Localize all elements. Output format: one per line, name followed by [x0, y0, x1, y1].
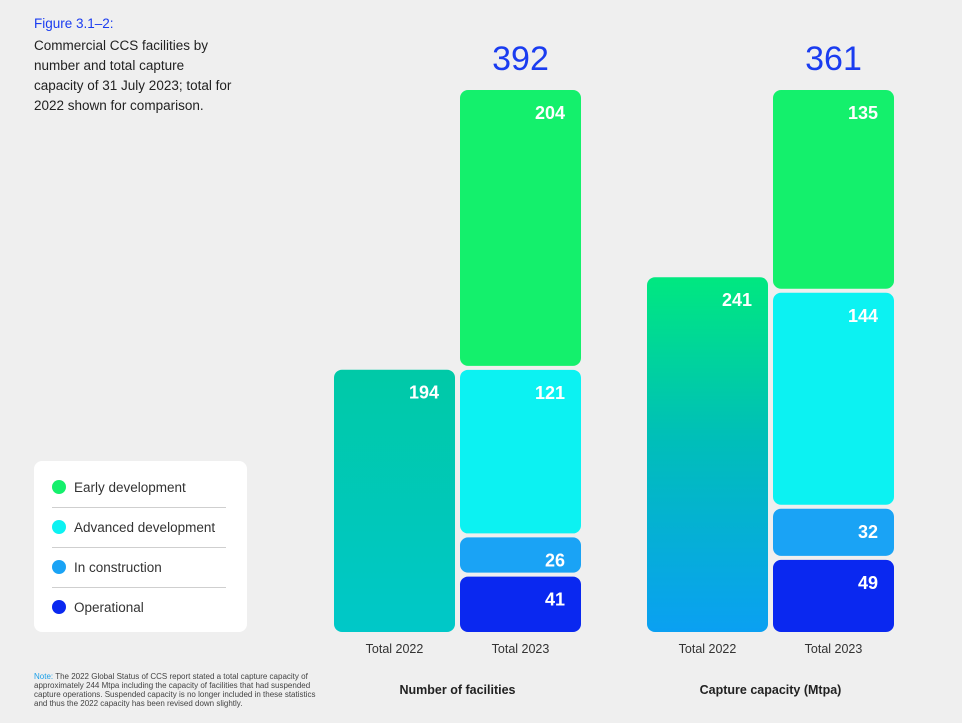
bar-segment-operational [773, 559, 894, 632]
legend-label: Operational [74, 599, 144, 615]
legend-item-in-construction: In construction [52, 547, 226, 588]
x-tick-label: Total 2023 [492, 642, 550, 656]
legend-item-early-development: Early development [52, 467, 226, 508]
data-label-total-2022: 194 [409, 383, 439, 403]
data-label-operational: 41 [545, 590, 565, 610]
early-development-dot-icon [52, 480, 66, 494]
legend: Early development Advanced development I… [34, 461, 247, 632]
legend-label: Early development [74, 479, 186, 495]
bar-segment-early-development [773, 90, 894, 289]
operational-dot-icon [52, 600, 66, 614]
bar-total-2022 [647, 277, 768, 632]
data-label-total-2022: 241 [722, 290, 752, 310]
data-label-operational: 49 [858, 573, 878, 593]
in-construction-dot-icon [52, 560, 66, 574]
x-tick-label: Total 2022 [679, 642, 737, 656]
bar-segment-advanced-development [773, 292, 894, 505]
bar-segment-advanced-development [460, 369, 581, 534]
bar-total-2022 [334, 369, 455, 632]
note: Note: The 2022 Global Status of CCS repo… [34, 672, 324, 708]
figure-caption: Commercial CCS facilities by number and … [34, 38, 232, 113]
bar-segment-early-development [460, 90, 581, 366]
group-label-number-of-facilities: Number of facilities [400, 683, 516, 697]
note-label: Note: [34, 672, 54, 681]
legend-label: Advanced development [74, 519, 216, 535]
group-label-capture-capacity-mtpa-: Capture capacity (Mtpa) [700, 683, 842, 697]
advanced-development-dot-icon [52, 520, 66, 534]
bar-segment-in-construction [460, 537, 581, 573]
legend-item-advanced-development: Advanced development [52, 507, 226, 548]
x-tick-label: Total 2022 [366, 642, 424, 656]
total-2023-label: 361 [805, 40, 862, 78]
data-label-in-construction: 32 [858, 522, 878, 542]
data-label-advanced-development: 121 [535, 383, 565, 403]
data-label-in-construction: 26 [545, 550, 565, 570]
data-label-early-development: 135 [848, 103, 878, 123]
bar-segment-operational [460, 576, 581, 632]
data-label-early-development: 204 [535, 103, 565, 123]
figure-label: Figure 3.1–2: [34, 16, 114, 31]
bar-segment-in-construction [773, 508, 894, 556]
x-tick-label: Total 2023 [805, 642, 863, 656]
legend-label: In construction [74, 559, 162, 575]
data-label-advanced-development: 144 [848, 306, 878, 326]
total-2023-label: 392 [492, 40, 549, 78]
legend-item-operational: Operational [52, 587, 226, 627]
note-text: The 2022 Global Status of CCS report sta… [34, 672, 316, 708]
